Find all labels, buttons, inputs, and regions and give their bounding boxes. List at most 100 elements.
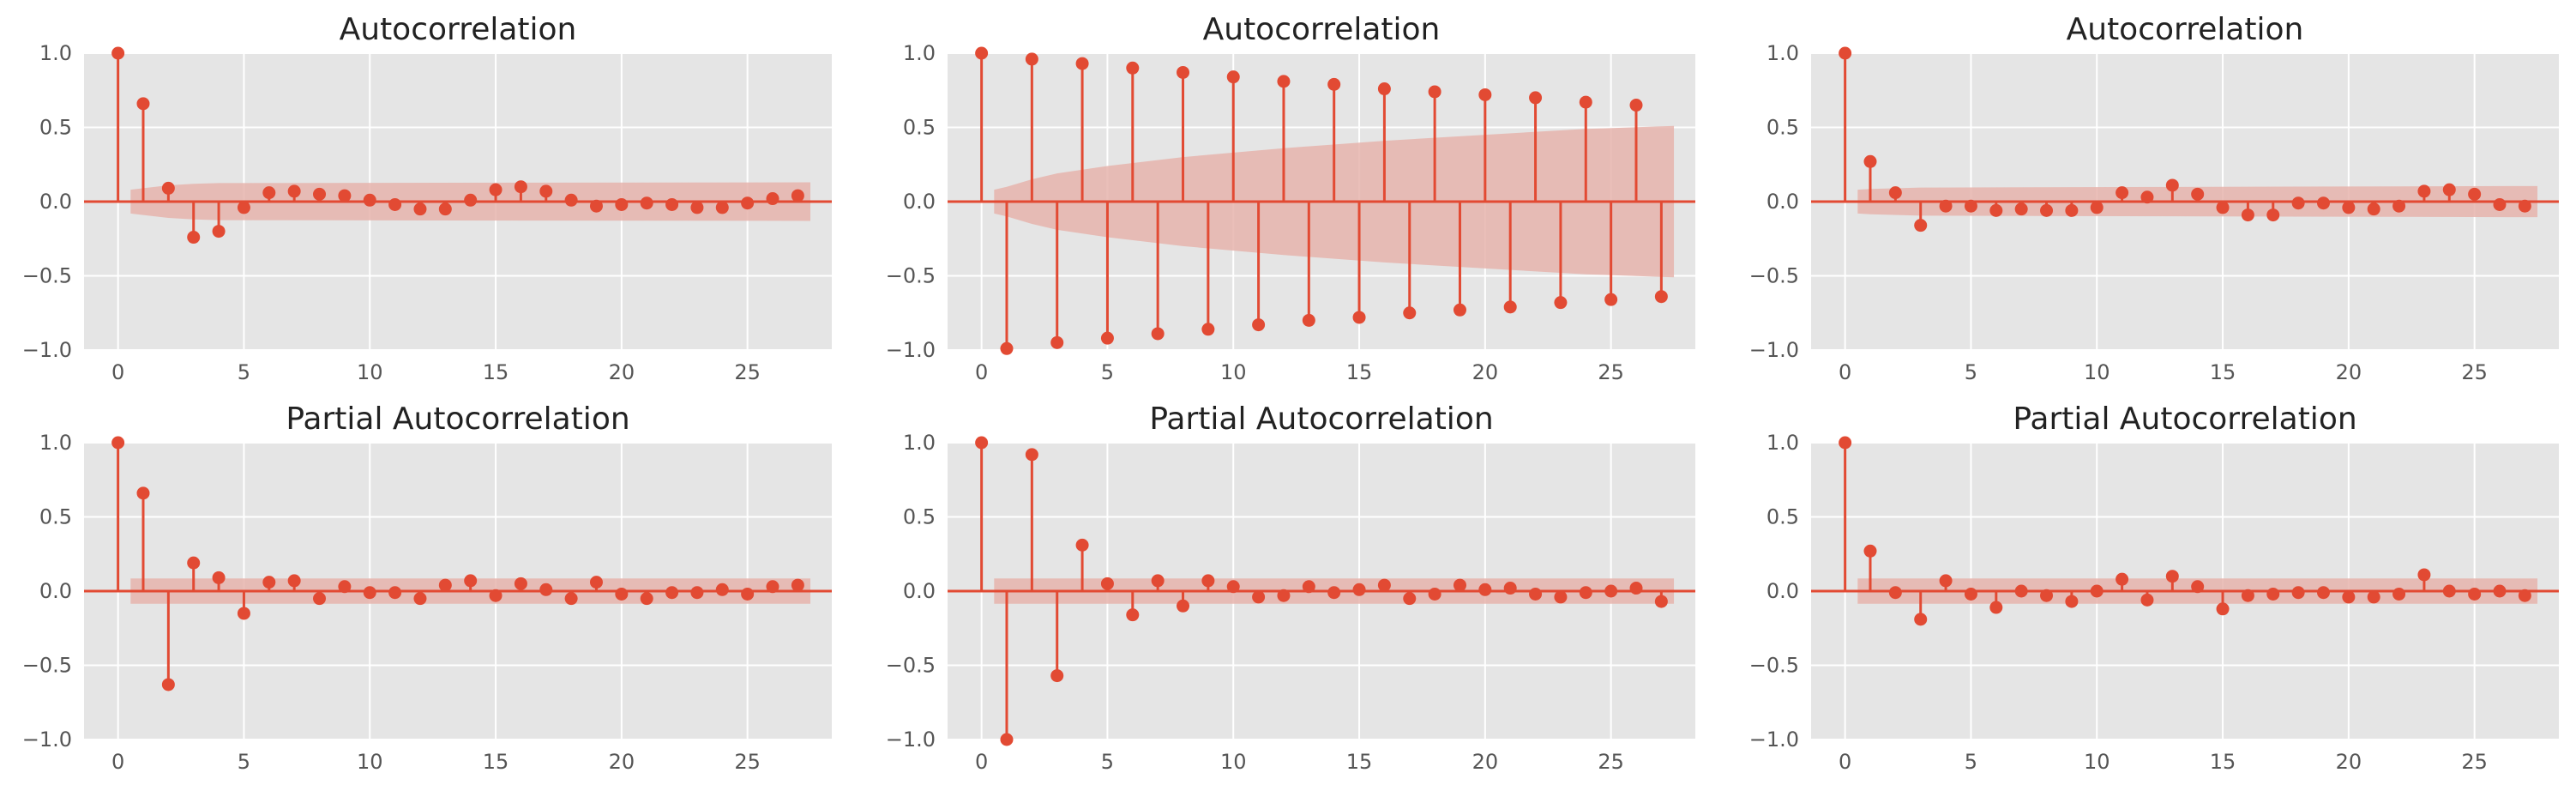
stem-marker [438,202,452,216]
y-tick-label: 0.0 [903,579,936,603]
stem-marker [1201,323,1215,336]
stem-marker [338,580,352,594]
stem-marker [715,201,729,214]
x-tick-label: 20 [2336,750,2362,774]
stem-marker [1277,75,1291,88]
x-tick-label: 15 [2210,750,2236,774]
stem-marker [1000,341,1014,355]
stem-marker [1327,586,1341,600]
stem-marker [1126,61,1140,75]
stem-marker [363,586,376,600]
stem-marker [2241,589,2254,602]
stem-marker [1302,580,1315,594]
y-tick-label: −1.0 [1749,338,1799,362]
stem-marker [1964,587,1977,601]
stem-marker [690,201,704,214]
stem-marker [1252,318,1266,332]
x-tick-label: 10 [357,750,383,774]
stem-marker [2191,187,2205,201]
stem-marker [1226,70,1240,84]
stem-marker [2442,584,2456,598]
stem-marker [489,183,503,196]
x-tick-label: 20 [609,750,635,774]
stem-marker [2342,201,2356,214]
y-tick-label: −0.5 [886,264,936,288]
stem-marker [1403,306,1417,320]
stem-marker [2065,595,2079,608]
stem-marker [2014,202,2028,216]
x-tick-label: 5 [1965,750,1977,774]
x-tick-label: 0 [975,750,988,774]
subplot-3: Autocorrelation 0 5 10 15 20 25 −1.0 −0.5 0.0 0.5 1… [1749,12,2559,384]
y-tick-label: −1.0 [22,338,72,362]
x-tick-label: 10 [1220,360,1247,384]
stem-marker [2367,202,2380,216]
stem-marker [2518,199,2531,213]
x-tick-label: 20 [1472,360,1499,384]
stem-marker [1302,313,1315,327]
stem-marker [1100,331,1114,345]
stem-marker [1100,577,1114,590]
stem-marker [1050,669,1064,683]
stem-marker [2316,196,2330,210]
stem-marker [2291,196,2305,210]
stem-marker [1428,587,1441,601]
x-tick-label: 25 [734,360,761,384]
stem-marker [791,578,804,592]
stem-marker [1629,99,1643,112]
stem-marker [2090,584,2104,598]
stem-marker [161,181,175,195]
stem-marker [262,186,276,200]
stem-marker [2140,190,2154,204]
stem-marker [464,574,478,588]
stem-marker [1503,582,1517,595]
stem-marker [237,201,250,214]
stem-marker [136,486,150,500]
stem-marker [489,589,503,602]
stem-marker [1939,574,1953,588]
x-tick-label: 0 [111,360,124,384]
stem-marker [766,192,779,206]
stem-marker [413,202,427,216]
stem-marker [1654,595,1668,608]
stem-marker [2040,589,2054,602]
stem-marker [2040,203,2054,217]
x-tick-label: 20 [1472,750,1499,774]
stem-marker [665,586,679,600]
stem-marker [1629,582,1643,595]
stem-marker [2417,568,2431,582]
stem-marker [2266,208,2280,222]
stem-marker [1025,52,1038,66]
stem-marker [363,193,376,207]
stem-marker [1151,327,1165,341]
stem-marker [1277,589,1291,602]
stem-marker [2216,201,2230,214]
stem-marker [975,46,989,60]
stem-marker [2392,199,2406,213]
y-tick-label: −0.5 [1749,264,1799,288]
stem-marker [1025,448,1038,462]
stem-marker [1478,583,1492,596]
stem-marker [287,574,301,588]
stem-marker [2442,183,2456,196]
y-tick-label: 0.0 [39,579,72,603]
stem-marker [2014,584,2028,598]
stem-marker [1126,608,1140,622]
x-tick-label: 25 [734,750,761,774]
stem-marker [640,196,653,210]
subplot-5: Partial Autocorrelation 0 5 10 15 20 25 −1.0 −0.… [886,402,1695,774]
stem-marker [564,193,578,207]
stem-marker [262,576,276,589]
y-tick-label: 0.5 [903,116,936,140]
stem-marker [539,184,553,198]
stem-marker [2417,184,2431,198]
y-tick-label: −0.5 [22,264,72,288]
x-tick-label: 25 [1598,360,1624,384]
y-tick-label: −1.0 [1749,728,1799,752]
stem-marker [2266,587,2280,601]
stem-marker [2216,602,2230,616]
stem-marker [2116,186,2129,200]
x-tick-label: 0 [1839,360,1851,384]
